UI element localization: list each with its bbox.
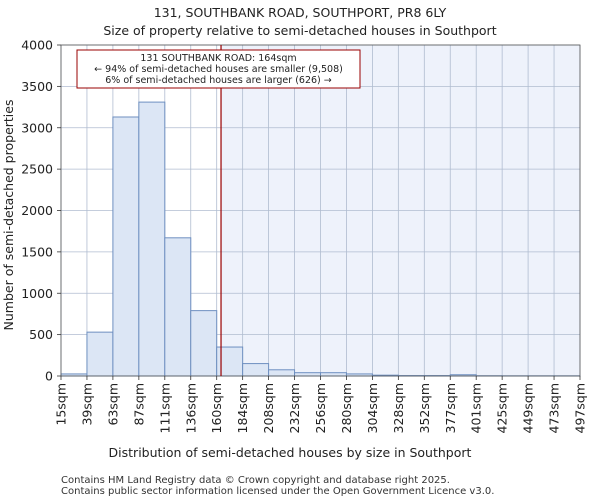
x-tick-label: 208sqm xyxy=(261,383,276,433)
footer-line-1: Contains HM Land Registry data © Crown c… xyxy=(61,475,450,486)
x-tick-label: 111sqm xyxy=(157,383,172,433)
x-tick-label: 497sqm xyxy=(573,383,588,433)
annotation-box: 131 SOUTHBANK ROAD: 164sqm ← 94% of semi… xyxy=(76,49,361,89)
x-tick-label: 304sqm xyxy=(365,383,380,433)
x-tick-label: 184sqm xyxy=(235,383,250,433)
x-tick-label: 87sqm xyxy=(131,383,146,426)
y-tick-label: 500 xyxy=(29,327,53,342)
x-tick-label: 63sqm xyxy=(105,383,120,426)
bar xyxy=(268,369,296,377)
bar xyxy=(112,116,140,377)
chart-subtitle: Size of property relative to semi-detach… xyxy=(103,23,496,38)
x-tick-label: 377sqm xyxy=(443,383,458,433)
y-ticks: 0 500 1000 1500 2000 2500 3000 3500 4000 xyxy=(21,38,61,384)
y-tick-label: 1500 xyxy=(21,244,53,259)
x-tick-label: 280sqm xyxy=(339,383,354,433)
bar xyxy=(138,101,166,377)
annotation-line-2: ← 94% of semi-detached houses are smalle… xyxy=(94,64,343,75)
x-ticks: 15sqm 39sqm 63sqm 87sqm 111sqm 136sqm 160sqm 18… xyxy=(54,376,588,433)
x-tick-label: 160sqm xyxy=(209,383,224,433)
y-tick-label: 3000 xyxy=(21,120,53,135)
x-tick-label: 473sqm xyxy=(547,383,562,433)
y-tick-label: 2000 xyxy=(21,203,53,218)
x-axis-label: Distribution of semi-detached houses by … xyxy=(109,445,472,460)
annotation-frame xyxy=(76,49,361,89)
x-tick-label: 328sqm xyxy=(391,383,406,433)
x-tick-label: 425sqm xyxy=(495,383,510,433)
chart-title: 131, SOUTHBANK ROAD, SOUTHPORT, PR8 6LY xyxy=(154,5,447,20)
bar xyxy=(294,372,321,377)
x-tick-label: 256sqm xyxy=(313,383,328,433)
x-tick-label: 449sqm xyxy=(521,383,536,433)
x-tick-label: 401sqm xyxy=(469,383,484,433)
y-tick-label: 3500 xyxy=(21,79,53,94)
x-tick-label: 136sqm xyxy=(183,383,198,433)
y-tick-label: 2500 xyxy=(21,162,53,177)
annotation-line-3: 6% of semi-detached houses are larger (6… xyxy=(105,75,332,86)
x-tick-label: 232sqm xyxy=(287,383,302,433)
y-tick-label: 0 xyxy=(45,369,53,384)
x-tick-label: 15sqm xyxy=(54,383,69,426)
x-tick-label: 352sqm xyxy=(417,383,432,433)
bar xyxy=(190,310,218,377)
footer-line-2: Contains public sector information licen… xyxy=(61,486,494,497)
bar xyxy=(242,363,270,377)
bar xyxy=(320,372,347,377)
bar xyxy=(164,237,192,377)
bar xyxy=(86,331,114,377)
bars xyxy=(60,101,581,377)
y-axis-label: Number of semi-detached properties xyxy=(1,100,16,331)
annotation-line-1: 131 SOUTHBANK ROAD: 164sqm xyxy=(140,53,296,64)
x-tick-label: 39sqm xyxy=(79,383,94,426)
y-tick-label: 4000 xyxy=(21,38,53,53)
y-tick-label: 1000 xyxy=(21,286,53,301)
